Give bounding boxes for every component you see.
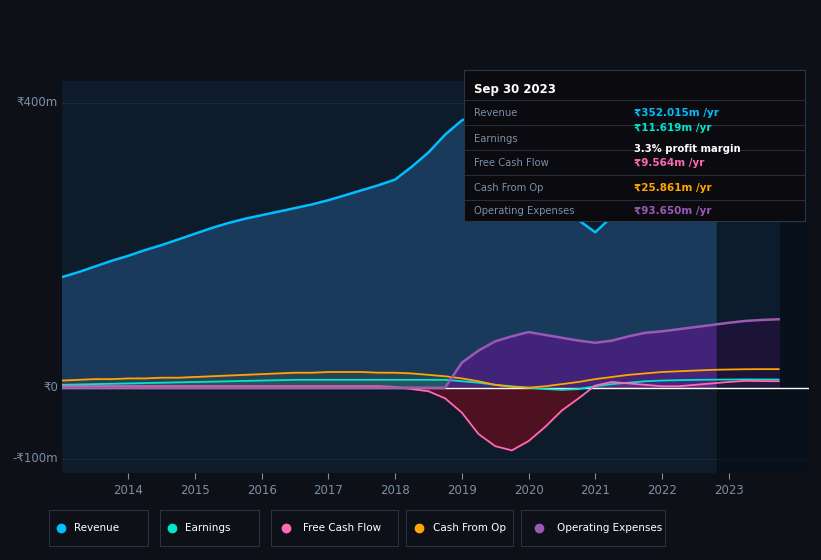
- Bar: [718, 81, 809, 473]
- Text: Free Cash Flow: Free Cash Flow: [303, 523, 381, 533]
- Text: Operating Expenses: Operating Expenses: [474, 207, 575, 216]
- Text: ₹93.650m /yr: ₹93.650m /yr: [635, 207, 712, 216]
- Text: Revenue: Revenue: [74, 523, 119, 533]
- Text: Operating Expenses: Operating Expenses: [557, 523, 663, 533]
- Text: ₹0: ₹0: [43, 381, 57, 394]
- Text: Sep 30 2023: Sep 30 2023: [474, 83, 556, 96]
- Text: -₹100m: -₹100m: [12, 452, 57, 465]
- Text: ₹11.619m /yr: ₹11.619m /yr: [635, 123, 712, 133]
- Text: Free Cash Flow: Free Cash Flow: [474, 158, 548, 168]
- Text: ₹352.015m /yr: ₹352.015m /yr: [635, 108, 719, 118]
- Text: Earnings: Earnings: [185, 523, 230, 533]
- Text: Cash From Op: Cash From Op: [433, 523, 506, 533]
- Text: Revenue: Revenue: [474, 108, 517, 118]
- Text: ₹9.564m /yr: ₹9.564m /yr: [635, 158, 704, 168]
- Text: Cash From Op: Cash From Op: [474, 183, 544, 193]
- Text: 3.3% profit margin: 3.3% profit margin: [635, 144, 741, 155]
- Text: Earnings: Earnings: [474, 134, 518, 144]
- Text: ₹400m: ₹400m: [16, 96, 57, 109]
- Text: ₹25.861m /yr: ₹25.861m /yr: [635, 183, 712, 193]
